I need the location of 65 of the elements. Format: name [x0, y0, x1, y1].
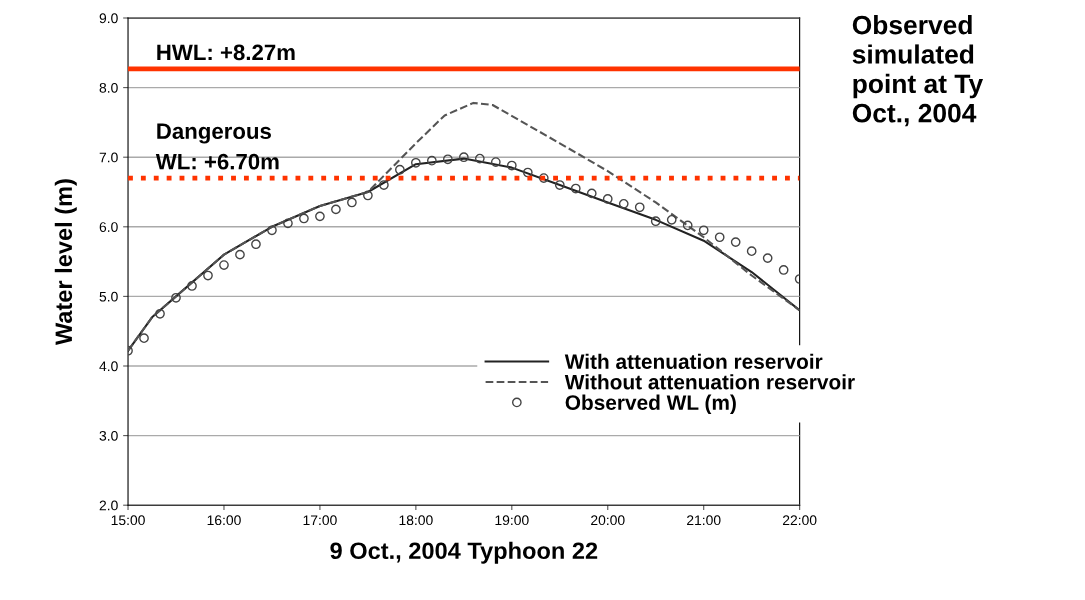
- point: [187, 281, 197, 291]
- point: [730, 237, 741, 247]
- y-tick-label: 4.0: [99, 361, 118, 372]
- point: [347, 197, 357, 208]
- point: [522, 167, 533, 178]
- point: [395, 164, 405, 175]
- point: [778, 265, 789, 275]
- point: [506, 160, 517, 171]
- point: [171, 292, 181, 303]
- y-tick-label: 6.0: [99, 222, 118, 232]
- y-tick-label: 3.0: [99, 430, 118, 441]
- y-tick-label: 9.0: [99, 13, 118, 24]
- legend-label: Without attenuation reservoir: [564, 374, 855, 390]
- point: [219, 260, 229, 270]
- point: [650, 216, 661, 227]
- point: [746, 246, 757, 257]
- point: [426, 155, 437, 166]
- point: [267, 225, 277, 236]
- point: [379, 180, 389, 190]
- point: [586, 188, 597, 199]
- point: [538, 173, 549, 183]
- point: [666, 214, 677, 225]
- x-tick-label: 22:00: [782, 515, 817, 526]
- point: [251, 239, 261, 250]
- point: [554, 180, 565, 190]
- legend-label: With attenuation reservoir: [564, 353, 823, 369]
- point: [363, 190, 373, 201]
- point: [570, 183, 581, 194]
- x-tick-label: 17:00: [303, 515, 337, 526]
- y-tick-label: 2.0: [99, 500, 118, 511]
- point: [235, 249, 245, 260]
- point: [411, 157, 421, 168]
- point: [618, 198, 629, 209]
- x-tick-label: 20:00: [591, 515, 625, 526]
- ref-line-label: HWL: +8.27m: [157, 44, 295, 61]
- point: [474, 153, 485, 164]
- point: [602, 194, 613, 204]
- point: [155, 308, 165, 319]
- legend-label: Observed WL (m): [565, 394, 736, 415]
- x-tick-label: 15:00: [111, 515, 145, 526]
- x-tick-label: 16:00: [207, 515, 241, 526]
- point: [714, 232, 725, 243]
- point: [442, 154, 453, 165]
- point: [203, 270, 213, 281]
- x-axis-title: 9 Oct., 2004 Typhoon 22: [330, 541, 598, 564]
- point: [283, 218, 293, 229]
- point: [299, 213, 309, 224]
- point: [458, 152, 469, 163]
- x-tick-label: 19:00: [495, 515, 529, 526]
- y-axis-title: Water level (m): [54, 179, 77, 346]
- point: [762, 253, 773, 263]
- point: [682, 220, 693, 231]
- point: [315, 211, 325, 222]
- point: [139, 333, 149, 344]
- x-tick-label: 21:00: [687, 515, 721, 526]
- ref-line-label: Dangerous WL: +6.70m: [155, 123, 279, 170]
- text: Observed simulated point at Ty Oct., 2004: [852, 15, 984, 127]
- y-tick-label: 5.0: [99, 291, 118, 302]
- y-tick-label: 8.0: [99, 82, 118, 93]
- x-tick-label: 18:00: [399, 515, 433, 526]
- point: [331, 204, 341, 215]
- y-tick-label: 7.0: [99, 152, 118, 163]
- point: [698, 225, 709, 236]
- point: [634, 202, 645, 213]
- point: [490, 157, 501, 167]
